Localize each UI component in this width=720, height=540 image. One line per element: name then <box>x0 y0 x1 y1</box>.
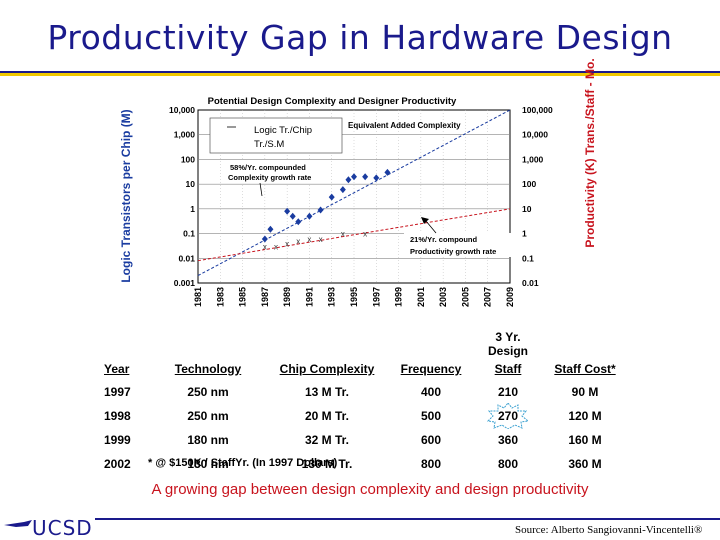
table-header-row: Year Technology Chip Complexity Frequenc… <box>104 358 630 380</box>
logic-tr-chip-point <box>328 193 335 201</box>
svg-text:21%/Yr. compound: 21%/Yr. compound <box>410 235 478 244</box>
logic-tr-chip-point <box>261 235 268 243</box>
x-tick-label: 2009 <box>505 287 515 307</box>
x-tick-label: 2001 <box>416 287 426 307</box>
table-header-staff-cost: Staff Cost* <box>554 362 616 376</box>
x-tick-label: 1985 <box>238 287 248 307</box>
tr-sm-point: x <box>363 230 367 239</box>
table-row: 1999 180 nm 32 M Tr. 600 360 160 M <box>104 433 602 447</box>
tr-sm-point: x <box>307 235 311 244</box>
y-tick-label: 1,000 <box>174 130 196 140</box>
slide-title: Productivity Gap in Hardware Design <box>47 18 673 57</box>
y2-axis-label: Productivity (K) Trans./Staff - Mo. <box>583 58 597 247</box>
x-tick-label: 2007 <box>483 287 493 307</box>
svg-text:Complexity growth rate: Complexity growth rate <box>228 173 311 182</box>
complexity-trend-line <box>197 109 511 277</box>
ucsd-logo: UCSD <box>4 516 93 538</box>
productivity-chart: Potential Design Complexity and Designer… <box>119 58 597 307</box>
x-tick-label: 1983 <box>215 287 225 307</box>
table-row: 2002 130 nm 130 M Tr. 800 800 360 M <box>104 457 602 471</box>
y-tick-label: 0.01 <box>178 253 195 263</box>
chart-title: Potential Design Complexity and Designer… <box>208 96 457 107</box>
logic-tr-chip-point <box>295 218 302 226</box>
bottom-rule <box>95 518 720 520</box>
title-underline <box>0 71 720 76</box>
y2-tick-label: 0.1 <box>522 253 534 263</box>
y-tick-label: 10 <box>186 179 196 189</box>
tr-sm-point: x <box>263 242 267 251</box>
complexity-rate-annotation: 58%/Yr. compounded Complexity growth rat… <box>222 161 328 197</box>
table-row: 1998 250 nm 20 M Tr. 500 270 120 M <box>104 403 630 429</box>
x-tick-label: 1993 <box>327 287 337 307</box>
logic-tr-chip-point <box>306 212 313 220</box>
highlighted-staff-cell: 270 <box>476 403 540 429</box>
logic-tr-chip-point <box>267 225 274 233</box>
tr-sm-point: x <box>274 242 278 251</box>
x-tick-label: 2005 <box>460 287 470 307</box>
x-tick-label: 2003 <box>438 287 448 307</box>
design-staff-table: 3 Yr. Design Year Technology Chip Comple… <box>104 330 630 476</box>
legend-tr-sm-label: Tr./S.M <box>254 139 284 150</box>
svg-text:Productivity growth rate: Productivity growth rate <box>410 247 496 256</box>
table-header-frequency: Frequency <box>400 362 462 376</box>
productivity-rate-annotation: 21%/Yr. compound Productivity growth rat… <box>404 217 514 257</box>
y2-tick-label: 1,000 <box>522 154 544 164</box>
x-tick-label: 1991 <box>304 287 314 307</box>
cost-footnote: * @ $150K / StaffYr. (In 1997 Dollars) <box>148 457 338 469</box>
y2-tick-label: 100 <box>522 179 536 189</box>
tr-sm-point: x <box>285 239 289 248</box>
table-header-chip-complexity: Chip Complexity <box>279 362 375 376</box>
y2-tick-label: 10,000 <box>522 130 548 140</box>
svg-text:UCSD: UCSD <box>32 516 93 538</box>
y-tick-label: 1 <box>190 204 195 214</box>
table-super-header: 3 Yr. Design <box>487 330 528 358</box>
table-header-year: Year <box>104 362 130 376</box>
y-tick-label: 0.001 <box>174 278 196 288</box>
table-super-header-row: 3 Yr. Design <box>104 330 630 358</box>
x-tick-label: 1989 <box>282 287 292 307</box>
logic-tr-chip-point <box>289 212 296 220</box>
y2-tick-label: 1 <box>522 229 527 239</box>
y-tick-label: 10,000 <box>169 105 195 115</box>
x-tick-label: 1997 <box>371 287 381 307</box>
slide-caption: A growing gap between design complexity … <box>151 481 589 498</box>
svg-text:58%/Yr. compounded: 58%/Yr. compounded <box>230 163 306 172</box>
table-header-technology: Technology <box>174 362 242 376</box>
y-tick-label: 0.1 <box>183 229 195 239</box>
x-tick-label: 1981 <box>193 287 203 307</box>
y-tick-label: 100 <box>181 154 195 164</box>
logic-tr-chip-point <box>384 168 391 176</box>
logic-tr-chip-point <box>351 173 357 181</box>
logic-tr-chip-point <box>362 173 369 181</box>
starburst-highlight <box>486 403 530 429</box>
tr-sm-point: x <box>319 235 323 244</box>
y2-tick-label: 0.01 <box>522 278 539 288</box>
legend-logic-label: Logic Tr./Chip <box>254 125 312 136</box>
logic-tr-chip-point <box>317 206 324 214</box>
x-tick-label: 1987 <box>260 287 270 307</box>
tr-sm-point: x <box>296 237 300 246</box>
productivity-trend-line <box>197 208 511 262</box>
tr-sm-point: x <box>341 230 345 239</box>
logic-tr-chip-point <box>345 176 352 184</box>
equivalent-complexity-annotation: Equivalent Added Complexity <box>348 121 461 130</box>
y2-tick-label: 10 <box>522 204 532 214</box>
chart-legend: Logic Tr./Chip Tr./S.M <box>209 117 343 154</box>
y-axis-label: Logic Transistors per Chip (M) <box>119 109 133 282</box>
table-row: 1997 250 nm 13 M Tr. 400 210 90 M <box>104 385 599 399</box>
logic-tr-chip-point <box>373 174 380 182</box>
table-header-staff: Staff <box>494 362 522 376</box>
x-tick-label: 1999 <box>394 287 404 307</box>
logic-tr-chip-point <box>284 207 291 215</box>
logic-tr-chip-point <box>339 186 346 194</box>
x-tick-label: 1995 <box>349 287 359 307</box>
y2-tick-label: 100,000 <box>522 105 553 115</box>
source-credit: Source: Alberto Sangiovanni-Vincentelli® <box>515 524 703 536</box>
